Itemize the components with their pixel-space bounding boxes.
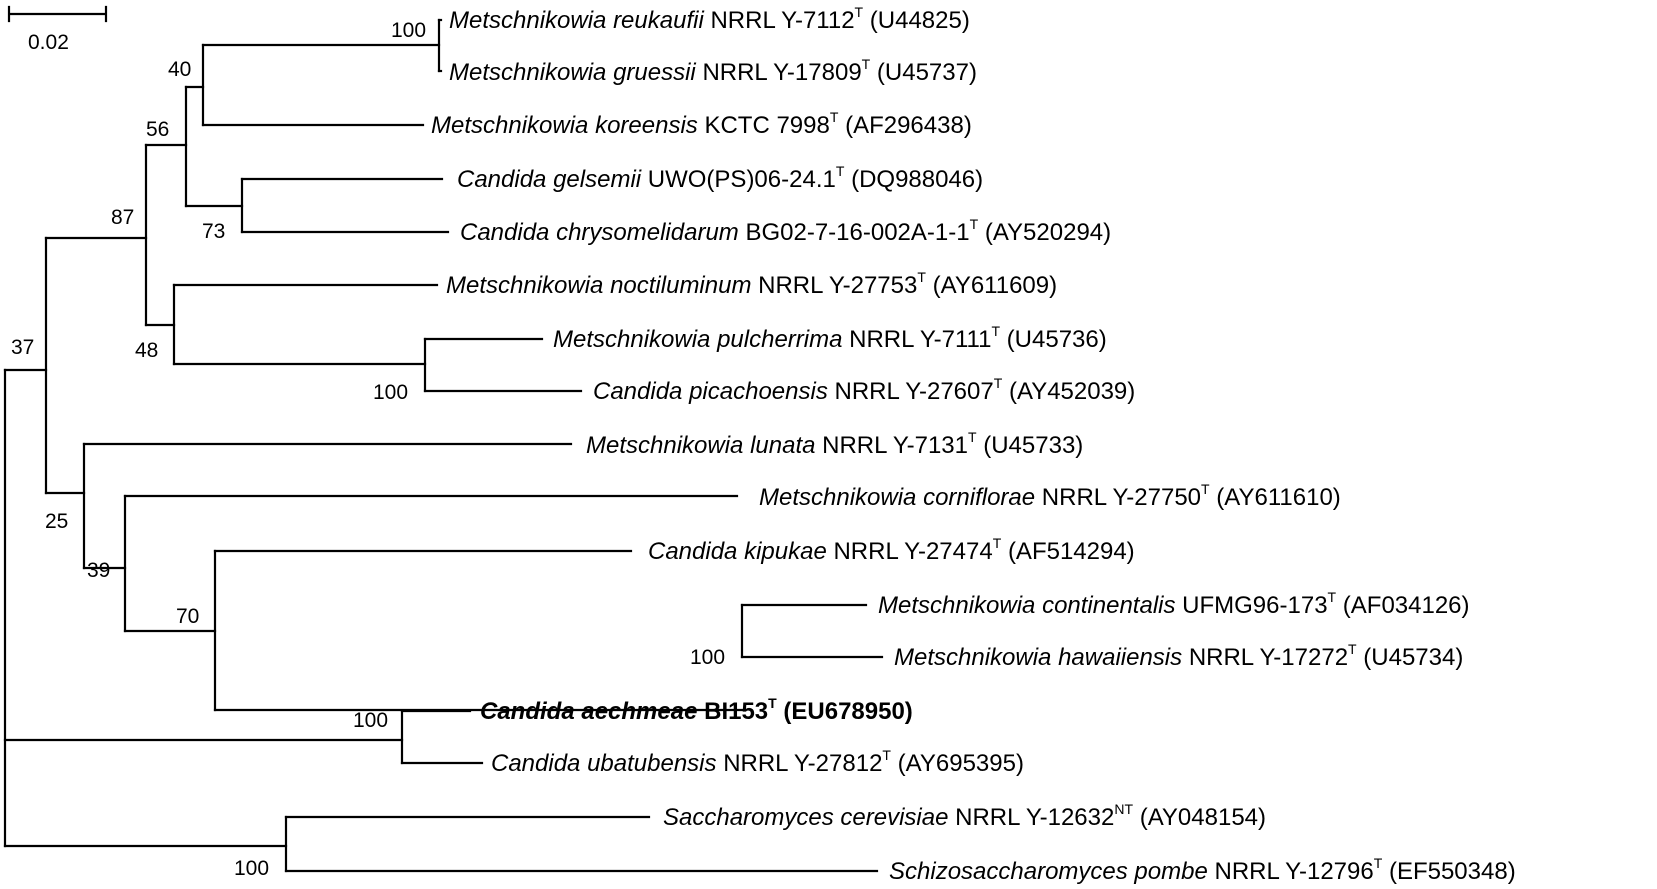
taxon-label: Schizosaccharomyces pombe NRRL Y-12796T …: [889, 855, 1516, 885]
bootstrap-value: 100: [373, 381, 408, 404]
taxon-label: Metschnikowia koreensis KCTC 7998T (AF29…: [431, 109, 972, 139]
tree-branches: [3, 18, 884, 873]
bootstrap-value: 100: [391, 19, 426, 42]
taxon-label: Candida ubatubensis NRRL Y-27812T (AY695…: [491, 747, 1024, 777]
bootstrap-value: 73: [202, 220, 225, 243]
scale-bar: 0.02: [7, 5, 108, 54]
bootstrap-value: 87: [111, 206, 134, 229]
bootstrap-values: 100 40 56 73 87 48 100 37 25 39 70 100 1…: [11, 19, 725, 880]
taxon-label: Candida gelsemii UWO(PS)06-24.1T (DQ9880…: [457, 163, 983, 193]
scale-bar-label: 0.02: [28, 31, 69, 54]
taxon-label: Candida kipukae NRRL Y-27474T (AF514294): [648, 535, 1135, 565]
taxon-label: Saccharomyces cerevisiae NRRL Y-12632NT …: [663, 801, 1266, 831]
taxon-label: Candida chrysomelidarum BG02-7-16-002A-1…: [460, 216, 1111, 246]
bootstrap-value: 25: [45, 510, 68, 533]
bootstrap-value: 100: [353, 709, 388, 732]
taxon-label-highlighted: Candida aechmeae BI153T (EU678950): [480, 695, 913, 725]
bootstrap-value: 48: [135, 339, 158, 362]
bootstrap-value: 100: [234, 857, 269, 880]
taxon-label: Metschnikowia corniflorae NRRL Y-27750T …: [759, 481, 1341, 511]
taxon-labels: Metschnikowia reukaufii NRRL Y-7112T (U4…: [431, 4, 1516, 885]
bootstrap-value: 40: [168, 58, 191, 81]
bootstrap-value: 56: [146, 118, 169, 141]
taxon-label: Metschnikowia gruessii NRRL Y-17809T (U4…: [449, 56, 977, 86]
bootstrap-value: 70: [176, 605, 199, 628]
taxon-label: Metschnikowia hawaiiensis NRRL Y-17272T …: [894, 641, 1463, 671]
taxon-label: Candida picachoensis NRRL Y-27607T (AY45…: [593, 375, 1135, 405]
bootstrap-value: 37: [11, 336, 34, 359]
taxon-label: Metschnikowia continentalis UFMG96-173T …: [878, 589, 1470, 619]
taxon-label: Metschnikowia pulcherrima NRRL Y-7111T (…: [553, 323, 1107, 353]
taxon-label: Metschnikowia lunata NRRL Y-7131T (U4573…: [586, 429, 1083, 459]
taxon-label: Metschnikowia noctiluminum NRRL Y-27753T…: [446, 269, 1057, 299]
taxon-label: Metschnikowia reukaufii NRRL Y-7112T (U4…: [449, 4, 970, 34]
bootstrap-value: 39: [87, 559, 110, 582]
bootstrap-value: 100: [690, 646, 725, 669]
